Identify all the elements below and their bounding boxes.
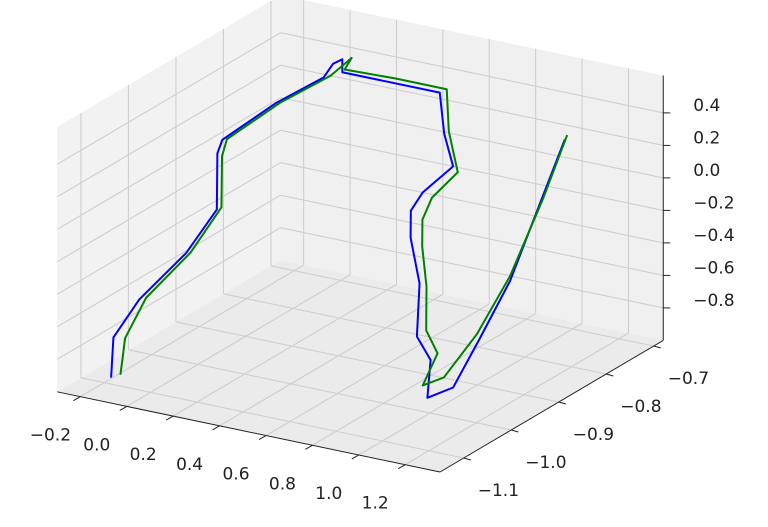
tick-labels: −0.2 0.0 0.2 0.4 0.6 0.8 1.0 1.2 −1.1 −1.0 −0.9 −0.… (30, 96, 735, 514)
back-wall-grid-z (280, 97, 664, 179)
x-tick-label: 0.8 (269, 474, 296, 494)
z-tick-label: 0.4 (693, 96, 720, 116)
floor-grid-y (175, 321, 559, 403)
x-tick-label: 0.0 (83, 435, 110, 455)
trajectory-line-1 (110, 58, 566, 399)
floor-grid-x (219, 293, 444, 427)
y-tick (558, 401, 566, 405)
floor-pane (57, 260, 664, 472)
axes-panes (57, 0, 664, 472)
z-tick-label: −0.6 (693, 258, 734, 278)
left-wall-grid-z (56, 129, 281, 263)
z-tick-label: −0.2 (693, 193, 734, 213)
floor-grid-y (128, 349, 512, 431)
x-tick-label: 0.2 (130, 445, 157, 465)
y-tick-label: −0.7 (668, 369, 709, 389)
left-wall-grid-z (56, 194, 281, 328)
grid-lines (56, 0, 664, 466)
y-tick-label: −0.9 (573, 425, 614, 445)
floor-grid-x (126, 274, 351, 407)
x-tick-label: 0.4 (176, 455, 203, 475)
floor-grid-x (312, 313, 536, 446)
x-tick-label: −0.2 (30, 426, 71, 446)
left-wall-grid-z (56, 64, 281, 198)
x-axis-line (57, 391, 441, 473)
left-wall-grid-z (56, 97, 281, 230)
back-wall-grid-z (280, 227, 664, 309)
x-tick (165, 415, 174, 421)
floor-grid-y (80, 377, 464, 459)
x-tick (397, 464, 406, 470)
y-tick (463, 457, 471, 461)
left-wall-grid-z (56, 32, 281, 165)
back-wall-grid-z (280, 64, 664, 146)
back-wall-grid-z (280, 162, 664, 244)
y-tick (511, 429, 519, 433)
trajectory-line-2 (119, 56, 569, 387)
left-wall-grid-z (56, 227, 281, 360)
x-tick (73, 396, 81, 402)
x-tick (119, 405, 128, 411)
floor-grid-x (404, 332, 629, 466)
x-tick (258, 435, 267, 440)
x-tick (305, 444, 313, 450)
left-wall-grid-z (56, 162, 281, 295)
x-tick-label: 1.2 (362, 494, 389, 514)
y-tick-label: −1.1 (478, 481, 519, 501)
z-tick-label: 0.2 (693, 128, 720, 148)
z-tick-label: 0.0 (693, 161, 720, 181)
floor-grid-x (172, 284, 397, 417)
floor-grid-x (265, 303, 490, 437)
x-tick (212, 425, 220, 431)
back-wall-grid-z (280, 194, 664, 276)
floor-grid-x (358, 322, 583, 456)
x-tick-label: 0.6 (222, 465, 249, 485)
y-axis-line (439, 339, 664, 473)
y-tick-label: −1.0 (525, 453, 566, 473)
z-tick-label: −0.4 (693, 226, 734, 246)
floor-grid-y (270, 265, 654, 347)
y-tick (653, 345, 661, 349)
y-tick-label: −0.8 (620, 397, 661, 417)
floor-grid-x (80, 264, 304, 398)
back-wall-grid-z (280, 32, 664, 114)
floor-grid-y (223, 293, 607, 375)
x-tick (351, 454, 360, 460)
x-tick-label: 1.0 (315, 484, 342, 504)
axis-lines (57, 75, 671, 473)
data-series (110, 56, 569, 399)
z-tick-label: −0.8 (693, 291, 734, 311)
y-tick (606, 373, 614, 377)
back-wall-grid-z (280, 129, 664, 211)
